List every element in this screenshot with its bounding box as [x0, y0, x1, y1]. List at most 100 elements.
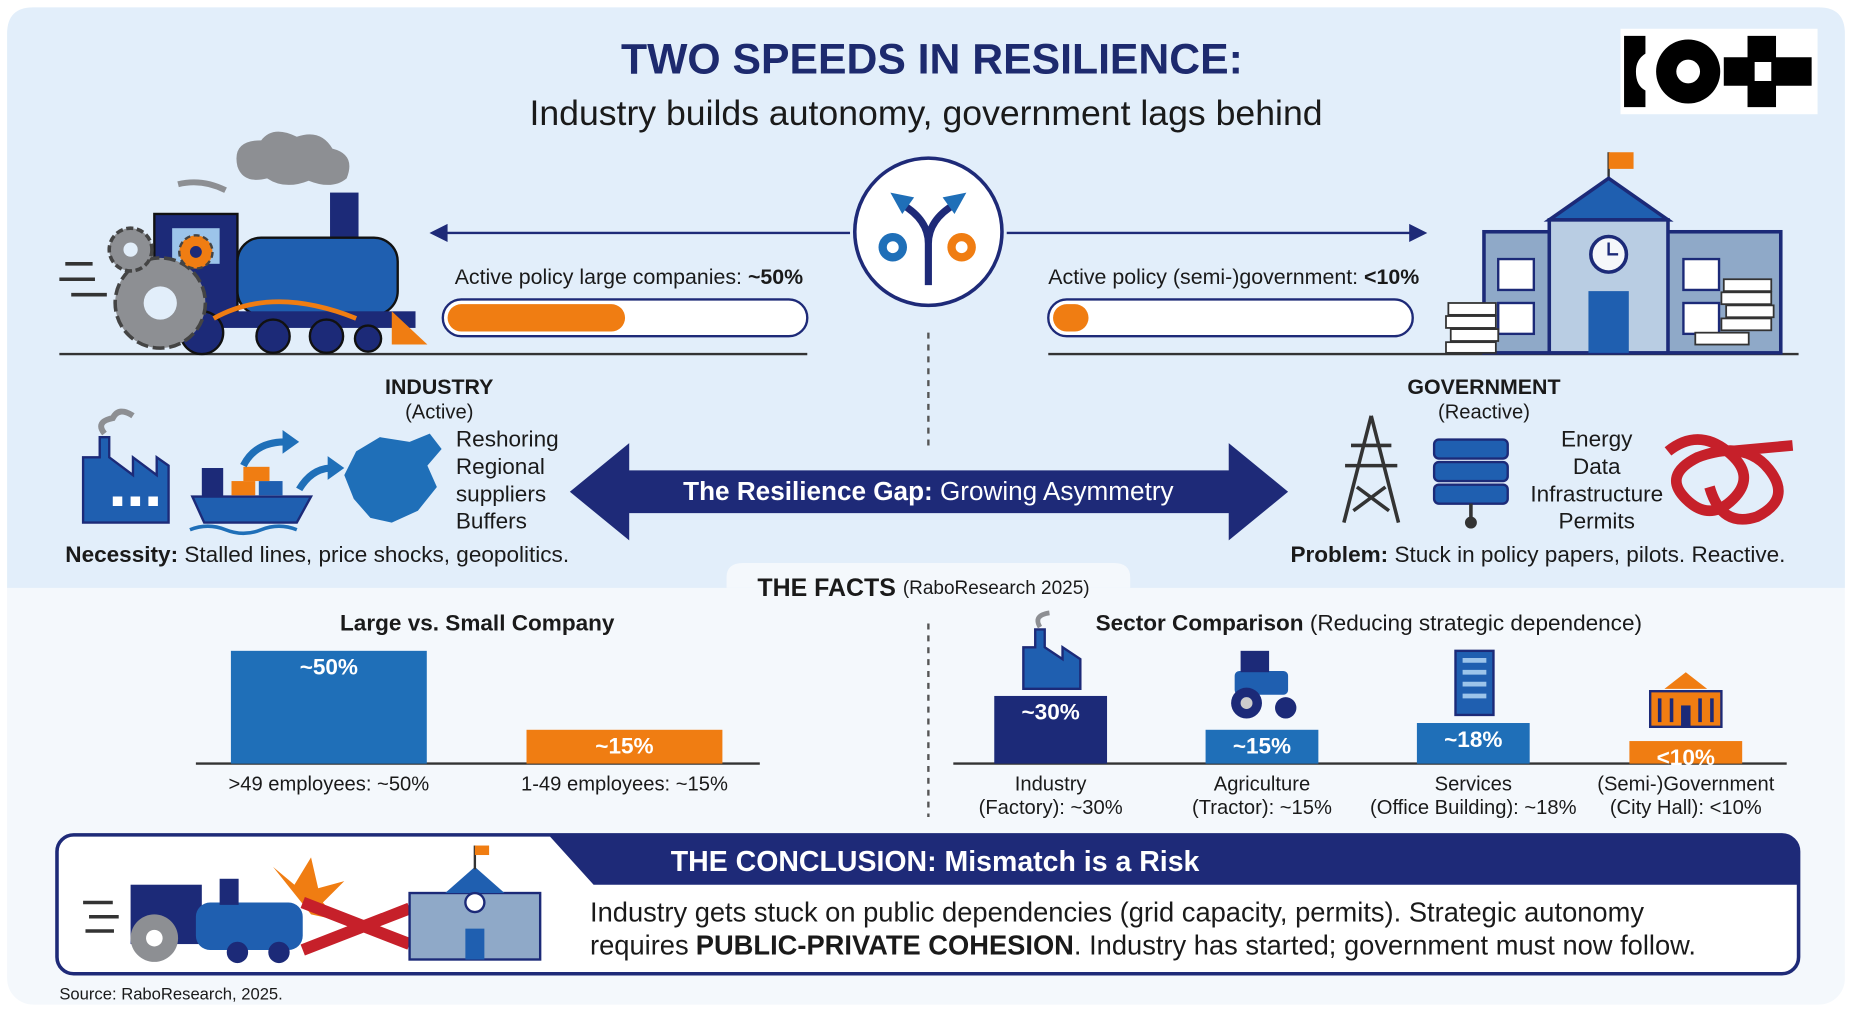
- collision-illustration-part: [83, 900, 119, 933]
- note-label: Problem:: [1290, 542, 1388, 567]
- fork-emblem: [852, 156, 1004, 308]
- government-item: Infrastructure: [1530, 481, 1663, 506]
- subtitle: Industry builds autonomy, government lag…: [529, 93, 1322, 133]
- section-title: INDUSTRY: [385, 375, 493, 399]
- factory-icon: [1022, 610, 1082, 691]
- office-building-icon: [1454, 649, 1495, 717]
- government-building-icon-part-part: [1445, 341, 1497, 354]
- government-icons: [1342, 415, 1794, 529]
- bar-category-label: Services: [1435, 773, 1512, 795]
- logo-part: [1754, 61, 1772, 81]
- bar-category-label: (Factory): ~30%: [979, 797, 1123, 819]
- government-building-icon-part: [1607, 242, 1619, 256]
- industry-item: Regional: [456, 454, 545, 479]
- government-building-icon-part: [1445, 278, 1775, 354]
- direction-arrow: [429, 223, 1428, 242]
- collision-illustration-part: [465, 928, 485, 960]
- bar-category-label: >49 employees: ~50%: [228, 773, 429, 795]
- fork-emblem-part: [890, 192, 967, 214]
- facts-tab: [726, 562, 1131, 588]
- industry-icons-part: [282, 430, 300, 454]
- government-building-icon-part: [1497, 301, 1536, 336]
- government-building-icon-part-part: [1720, 317, 1773, 332]
- train-icon-part: [212, 299, 358, 321]
- bar-category-label: (Office Building): ~18%: [1370, 797, 1577, 819]
- gap-label: The Resilience Gap: Growing Asymmetry: [683, 476, 1173, 506]
- bar: [1205, 729, 1319, 764]
- government-building-icon-part-part: [1447, 302, 1497, 316]
- progress-value: ~50%: [748, 265, 803, 289]
- industry-icons-part: [296, 464, 331, 492]
- city-hall-icon: [1648, 672, 1723, 729]
- industry-icons-part: [112, 496, 123, 506]
- government-building-icon-part-part: [1720, 291, 1773, 306]
- train-icon-part: [177, 179, 227, 193]
- progress-label-text: Active policy (semi-)government:: [1048, 265, 1358, 289]
- tractor-icon: [1231, 650, 1297, 719]
- collision-illustration-part: [464, 891, 486, 914]
- industry-icons-part: [148, 496, 158, 506]
- gap-label-bold: The Resilience Gap:: [683, 476, 933, 506]
- industry-icons-part: [81, 435, 170, 524]
- government-item: Data: [1573, 454, 1621, 479]
- industry-icons-part: [240, 438, 286, 468]
- bar-category-label: Industry: [1015, 773, 1088, 795]
- office-building-icon-part: [1462, 657, 1487, 699]
- train-icon-part: [143, 286, 177, 320]
- tractor-icon-part: [1240, 650, 1270, 673]
- logo: [1620, 28, 1818, 115]
- collision-illustration-part: [195, 902, 303, 951]
- collision-illustration-part: [300, 896, 412, 956]
- progress-label: Active policy (semi-)government: <10%: [1048, 265, 1419, 289]
- industry-icons-part: [344, 433, 442, 523]
- note-text: Stalled lines, price shocks, geopolitics…: [184, 542, 569, 567]
- industry-item: Buffers: [456, 509, 527, 534]
- government-icons-part: [1664, 434, 1794, 525]
- conclusion-text-end: . Industry has started; government must …: [1074, 930, 1696, 961]
- train-icon-part: [189, 246, 202, 258]
- collision-illustration-part: [226, 941, 249, 964]
- logo-part: [1624, 35, 1646, 108]
- factory-icon-part: [1035, 610, 1050, 629]
- industry-icons-part: [201, 468, 224, 497]
- train-icon: [59, 131, 428, 356]
- government-icons-part: [1432, 460, 1509, 483]
- fork-emblem-part: [886, 241, 899, 254]
- progress-track: [1047, 298, 1414, 338]
- bar-value-label: ~18%: [1444, 727, 1502, 752]
- tractor-icon-part: [1240, 697, 1253, 710]
- bar: [994, 695, 1108, 764]
- city-hall-icon-part: [1664, 672, 1708, 689]
- government-item: Permits: [1559, 509, 1635, 534]
- facts-title: THE FACTS (RaboResearch 2025): [757, 574, 1089, 602]
- factory-icon-part: [1022, 628, 1082, 691]
- bar-charts: ~50% >49 employees: ~50% ~15% 1-49 employee…: [228, 650, 1775, 819]
- industry-icons-part: [190, 495, 314, 524]
- government-building-icon-part: [1682, 301, 1721, 336]
- government-building-icon-part: [1588, 291, 1629, 353]
- government-building-icon-part: [1497, 257, 1536, 292]
- collision-illustration-part: [273, 857, 345, 921]
- government-building-icon: [1445, 152, 1783, 355]
- industry-icons-part: [189, 524, 298, 536]
- government-item: Energy: [1561, 427, 1633, 452]
- conclusion-banner: [548, 834, 1799, 885]
- progress-label-text: Active policy large companies:: [455, 265, 742, 289]
- progress-bars: [441, 298, 1414, 338]
- bar: [1629, 741, 1743, 764]
- train-icon-part: [353, 324, 383, 353]
- bar-category-label: (Tractor): ~15%: [1192, 797, 1332, 819]
- progress-fill: [447, 304, 626, 332]
- industry-icons: [81, 408, 442, 536]
- chart-subtitle: (Reducing strategic dependence): [1310, 611, 1642, 636]
- tractor-icon-part: [1275, 697, 1297, 719]
- conclusion-text-start: requires: [590, 930, 689, 961]
- city-hall-icon-part: [1657, 698, 1714, 723]
- city-hall-icon-part: [1681, 705, 1691, 727]
- chart-title-bold: Sector Comparison: [1096, 611, 1304, 636]
- bar-category-label: (Semi-)Government: [1597, 773, 1775, 795]
- collision-illustration-part: [445, 866, 505, 894]
- chart-title: Sector Comparison (Reducing strategic de…: [1096, 611, 1642, 636]
- collision-illustration-part: [474, 845, 490, 856]
